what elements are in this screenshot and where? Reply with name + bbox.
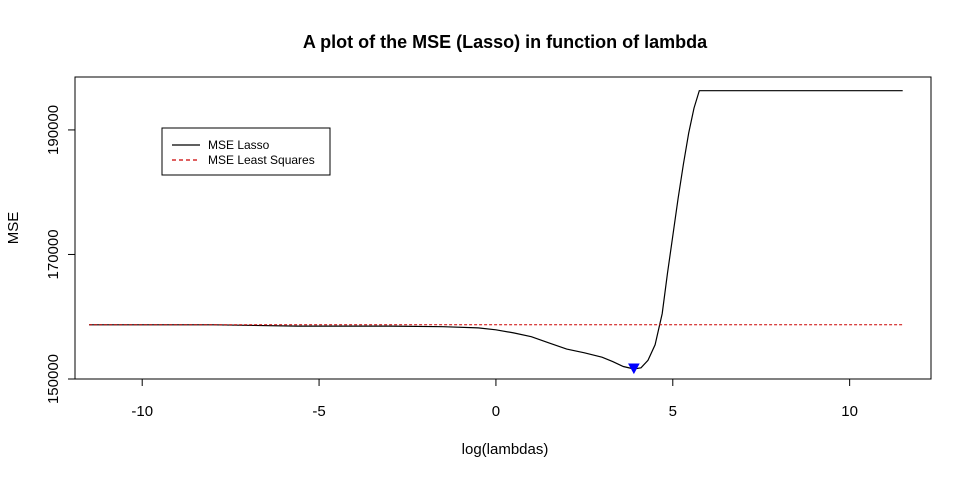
legend-box: [161, 127, 331, 176]
x-tick-label: -10: [131, 403, 153, 420]
minimum-marker: [628, 363, 640, 375]
legend-label: MSE Least Squares: [208, 153, 315, 167]
y-axis-label: MSE: [5, 212, 22, 245]
plot-frame: [74, 76, 932, 380]
y-axis: 150000 170000 190000: [45, 105, 76, 404]
x-axis-label: log(lambdas): [462, 441, 549, 458]
x-tick-label: 10: [841, 403, 858, 420]
y-tick-label: 190000: [45, 105, 62, 155]
legend-label: MSE Lasso: [208, 138, 270, 152]
x-tick-label: 5: [669, 403, 677, 420]
x-tick-label: -5: [312, 403, 325, 420]
y-tick-label: 150000: [45, 354, 62, 404]
x-tick-label: 0: [492, 403, 500, 420]
chart-title: A plot of the MSE (Lasso) in function of…: [303, 32, 708, 52]
marker-layer: [628, 363, 640, 375]
y-tick-label: 170000: [45, 229, 62, 279]
x-axis: -10 -5 0 5 10: [131, 378, 858, 420]
